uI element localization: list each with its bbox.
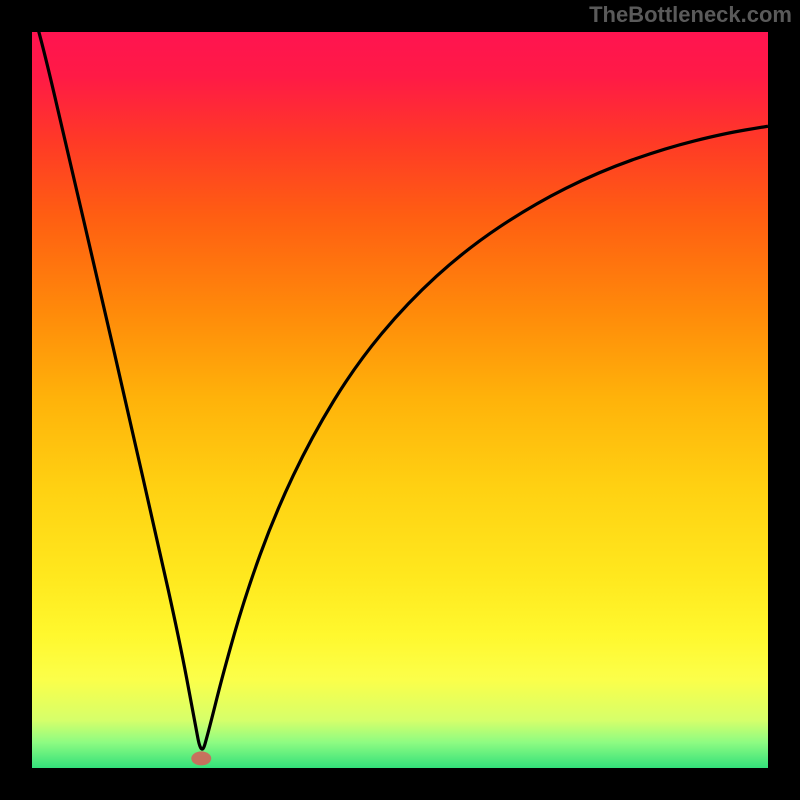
chart-frame: { "meta": { "watermark_text": "TheBottle… bbox=[0, 0, 800, 800]
gradient-background bbox=[32, 32, 768, 768]
bottleneck-chart bbox=[0, 0, 800, 800]
minimum-marker bbox=[191, 751, 211, 765]
watermark-text: TheBottleneck.com bbox=[589, 2, 792, 28]
